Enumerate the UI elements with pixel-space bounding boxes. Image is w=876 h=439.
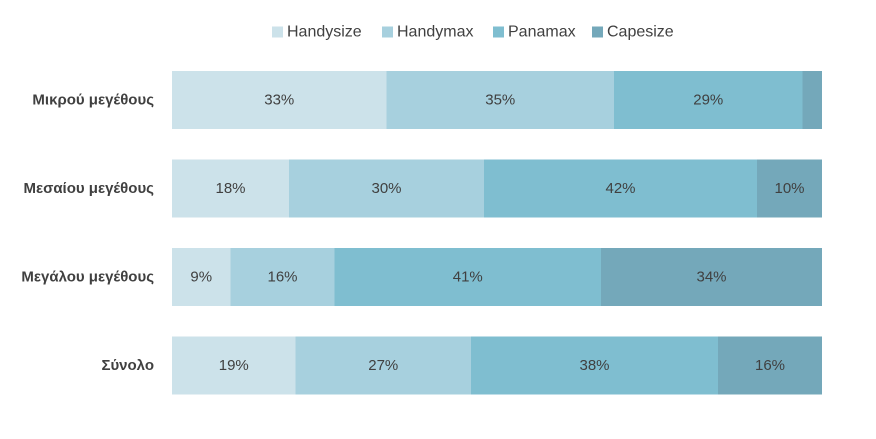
data-label-handymax: 30% — [371, 180, 401, 197]
data-label-panamax: 29% — [693, 92, 723, 109]
bar-segment-handymax — [295, 336, 471, 395]
category-label: Μικρού μεγέθους — [32, 92, 154, 109]
bar-segment-handysize — [172, 336, 296, 395]
data-label-capesize: 16% — [755, 357, 785, 374]
bar-segment-panamax — [334, 248, 601, 306]
bars: 33% 35% 29% 18% 30% 42% 10% 9% 16% 41% 34% 19% 27% 38… — [172, 71, 822, 395]
data-label-capesize: 10% — [774, 180, 804, 197]
data-label-panamax: 38% — [579, 357, 609, 374]
bar-segment-handysize — [172, 248, 231, 306]
bar-segment-handymax — [386, 71, 614, 129]
bar-segment-capesize — [757, 159, 822, 218]
legend-swatch-panamax — [493, 26, 504, 38]
data-label-handysize: 33% — [264, 92, 294, 109]
bar-segment-handymax — [230, 248, 335, 306]
category-labels: Μικρού μεγέθους Μεσαίου μεγέθους Μεγάλου μ… — [21, 92, 154, 375]
bar-segment-panamax — [471, 336, 718, 395]
bar-segment-capesize — [802, 71, 822, 129]
bar-segment-handymax — [289, 159, 484, 218]
legend-swatch-handysize — [272, 26, 283, 38]
data-label-panamax: 41% — [453, 269, 483, 286]
bar-segment-panamax — [484, 159, 757, 218]
data-label-handysize: 18% — [215, 180, 245, 197]
legend-label-handymax: Handymax — [397, 24, 473, 41]
data-label-handysize: 9% — [190, 269, 212, 286]
category-label: Μεγάλου μεγέθους — [21, 269, 154, 286]
bar-segment-capesize — [718, 336, 822, 395]
category-label: Μεσαίου μεγέθους — [23, 180, 154, 197]
data-label-handymax: 16% — [267, 269, 297, 286]
bar-segment-panamax — [614, 71, 803, 129]
legend-label-capesize: Capesize — [607, 24, 674, 41]
bar-segment-capesize — [601, 248, 822, 306]
category-label: Σύνολο — [101, 357, 154, 374]
data-label-handymax: 27% — [368, 357, 398, 374]
legend-swatch-capesize — [592, 26, 603, 38]
data-label-handysize: 19% — [219, 357, 249, 374]
bar-segment-handysize — [172, 71, 387, 129]
data-label-handymax: 35% — [485, 92, 515, 109]
bar-segment-handysize — [172, 159, 289, 218]
legend-label-panamax: Panamax — [508, 24, 576, 41]
data-label-capesize: 34% — [696, 269, 726, 286]
data-label-panamax: 42% — [605, 180, 635, 197]
legend-label-handysize: Handysize — [287, 24, 362, 41]
legend-swatch-handymax — [382, 26, 393, 38]
legend: Handysize Handymax Panamax Capesize — [272, 24, 674, 41]
